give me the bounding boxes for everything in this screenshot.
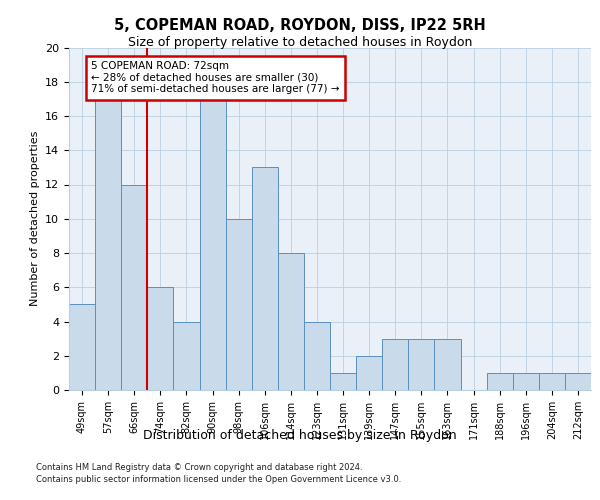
Bar	[173, 322, 199, 390]
Text: Distribution of detached houses by size in Roydon: Distribution of detached houses by size …	[143, 430, 457, 442]
Bar	[382, 338, 409, 390]
Bar	[539, 373, 565, 390]
Bar	[330, 373, 356, 390]
Bar	[304, 322, 330, 390]
Text: 5 COPEMAN ROAD: 72sqm
← 28% of detached houses are smaller (30)
71% of semi-deta: 5 COPEMAN ROAD: 72sqm ← 28% of detached …	[91, 61, 340, 94]
Bar	[487, 373, 513, 390]
Text: 5, COPEMAN ROAD, ROYDON, DISS, IP22 5RH: 5, COPEMAN ROAD, ROYDON, DISS, IP22 5RH	[114, 18, 486, 32]
Bar	[409, 338, 434, 390]
Bar	[121, 184, 148, 390]
Bar	[252, 168, 278, 390]
Bar	[513, 373, 539, 390]
Text: Contains HM Land Registry data © Crown copyright and database right 2024.: Contains HM Land Registry data © Crown c…	[36, 464, 362, 472]
Bar	[356, 356, 382, 390]
Bar	[199, 99, 226, 390]
Y-axis label: Number of detached properties: Number of detached properties	[29, 131, 40, 306]
Bar	[226, 219, 252, 390]
Bar	[434, 338, 461, 390]
Bar	[69, 304, 95, 390]
Bar	[565, 373, 591, 390]
Bar	[95, 99, 121, 390]
Text: Contains public sector information licensed under the Open Government Licence v3: Contains public sector information licen…	[36, 475, 401, 484]
Bar	[148, 287, 173, 390]
Text: Size of property relative to detached houses in Roydon: Size of property relative to detached ho…	[128, 36, 472, 49]
Bar	[278, 253, 304, 390]
